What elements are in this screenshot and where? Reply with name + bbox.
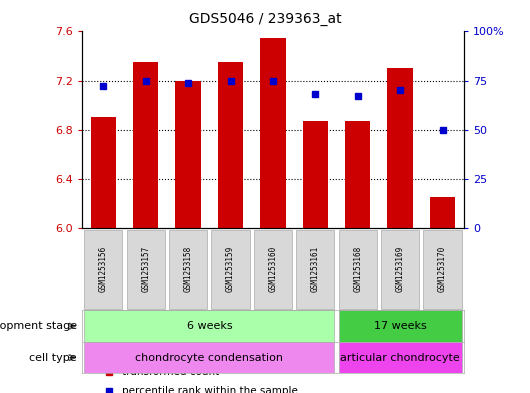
Text: GSM1253156: GSM1253156 (99, 246, 108, 292)
Text: 17 weeks: 17 weeks (374, 321, 427, 331)
Bar (84, 230, 122, 309)
Bar (339, 230, 377, 309)
Text: GSM1253159: GSM1253159 (226, 246, 235, 292)
Bar (133, 62, 158, 228)
Bar (175, 81, 201, 228)
Text: cell type: cell type (29, 353, 77, 363)
Bar (218, 62, 243, 228)
Text: GSM1253169: GSM1253169 (396, 246, 404, 292)
Bar (127, 230, 165, 309)
Text: GDS5046 / 239363_at: GDS5046 / 239363_at (189, 12, 341, 26)
Bar (423, 230, 462, 309)
Bar (430, 197, 455, 228)
Bar (84, 342, 334, 373)
Bar (339, 310, 462, 342)
Text: transformed count: transformed count (122, 367, 219, 377)
Bar (296, 230, 334, 309)
Bar (387, 68, 413, 228)
Bar (303, 121, 328, 228)
Text: GSM1253157: GSM1253157 (142, 246, 150, 292)
Bar (339, 342, 462, 373)
Bar (211, 230, 250, 309)
Text: GSM1253170: GSM1253170 (438, 246, 447, 292)
Text: chondrocyte condensation: chondrocyte condensation (135, 353, 284, 363)
Bar (260, 38, 286, 228)
Text: GSM1253158: GSM1253158 (184, 246, 192, 292)
Bar (254, 230, 292, 309)
Text: GSM1253160: GSM1253160 (269, 246, 277, 292)
Text: GSM1253168: GSM1253168 (354, 246, 362, 292)
Text: GSM1253161: GSM1253161 (311, 246, 320, 292)
Text: articular chondrocyte: articular chondrocyte (340, 353, 460, 363)
Bar (345, 121, 370, 228)
Bar (84, 310, 334, 342)
Text: 6 weeks: 6 weeks (187, 321, 232, 331)
Bar (381, 230, 419, 309)
Text: percentile rank within the sample: percentile rank within the sample (122, 386, 298, 393)
Bar (91, 118, 116, 228)
Bar (169, 230, 207, 309)
Text: development stage: development stage (0, 321, 77, 331)
